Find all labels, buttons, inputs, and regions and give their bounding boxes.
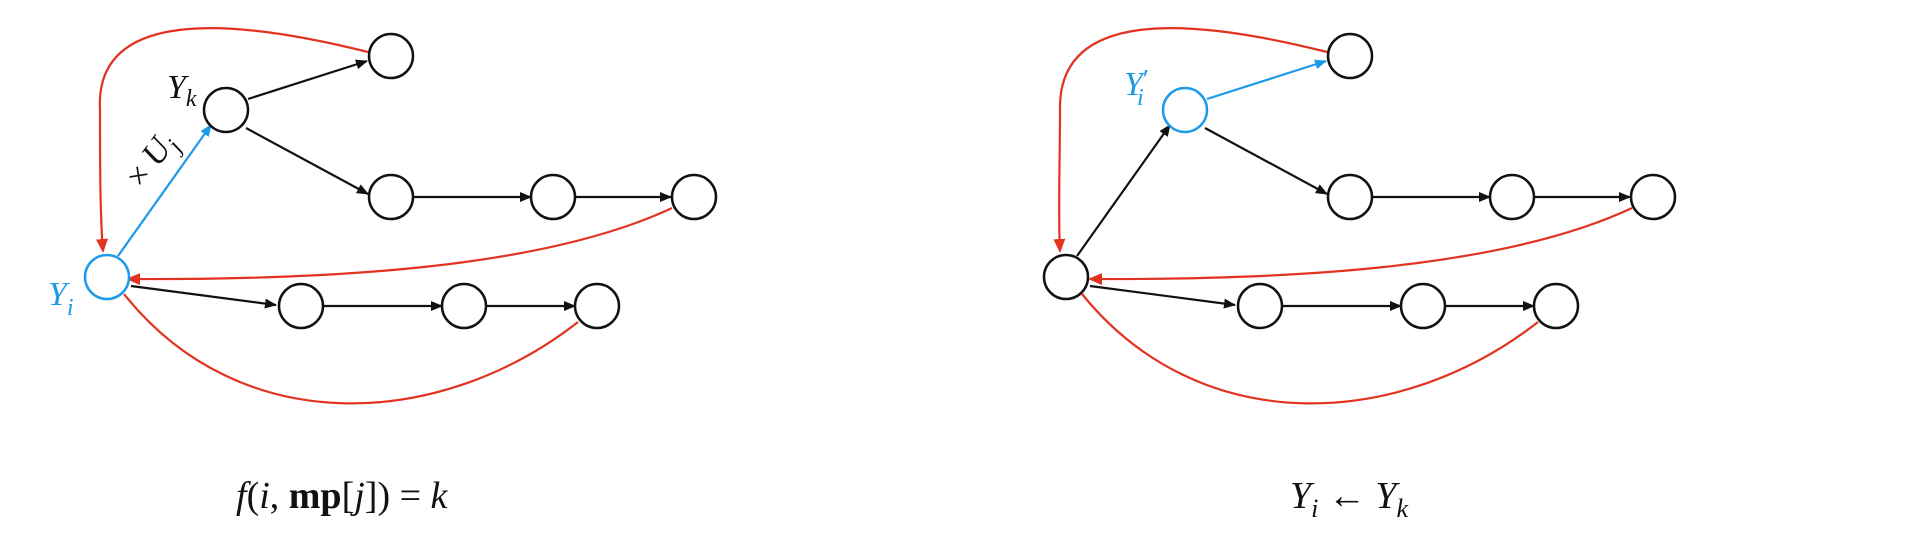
left-node-top	[367, 32, 415, 80]
right-node-top	[1326, 32, 1374, 80]
right-node-mid-2	[1488, 173, 1536, 221]
right-red-edge-bottom-to-root	[1081, 293, 1539, 405]
right-edge-root-to-bottom	[1089, 284, 1236, 309]
right-node-root	[1042, 253, 1090, 301]
right-yi-prime-label: Y′ i	[1124, 65, 1149, 111]
right-caption: Yi ← Yk	[1290, 475, 1409, 523]
left-yk-label: Yk	[167, 69, 197, 112]
left-caption: f(i, mp[j]) = k	[236, 475, 449, 517]
left-diagram: Yk Yi ×Uj f(i, mp[j]) = k	[48, 27, 718, 517]
left-node-bottom-1	[277, 282, 325, 330]
left-node-bottom-3	[573, 282, 621, 330]
left-node-yi	[83, 253, 131, 301]
right-red-edge-right-to-root	[1088, 207, 1633, 286]
right-node-bottom-2	[1399, 282, 1447, 330]
right-edge-root-to-yi-prime	[1076, 124, 1171, 257]
left-node-bottom-2	[440, 282, 488, 330]
left-edge-yi-to-bottom	[130, 284, 277, 309]
left-node-mid-1	[367, 173, 415, 221]
left-yi-label: Yi	[48, 276, 74, 321]
right-node-bottom-3	[1532, 282, 1580, 330]
left-node-yk	[202, 86, 250, 134]
left-blue-edge-yi-to-yk	[117, 124, 212, 257]
right-diagram: Y′ i Yi ← Yk	[1042, 27, 1677, 523]
left-node-mid-3	[670, 173, 718, 221]
right-node-mid-1	[1326, 173, 1374, 221]
right-blue-edge-yi-prime-to-top	[1206, 59, 1327, 101]
left-edge-yk-to-mid	[245, 127, 369, 195]
left-red-edge-right-to-yi	[126, 207, 673, 286]
right-node-yi-prime	[1161, 86, 1209, 134]
left-node-mid-2	[529, 173, 577, 221]
left-edge-label-times-u: ×Uj	[119, 125, 188, 198]
left-red-edge-bottom-to-yi	[123, 293, 579, 405]
right-node-mid-3	[1629, 173, 1677, 221]
left-edge-yk-to-top	[247, 59, 368, 101]
left-red-edge-top-to-yi	[96, 27, 369, 253]
right-edge-yi-prime-to-mid	[1204, 127, 1328, 195]
right-red-edge-top-to-root	[1053, 27, 1328, 253]
right-node-bottom-1	[1236, 282, 1284, 330]
